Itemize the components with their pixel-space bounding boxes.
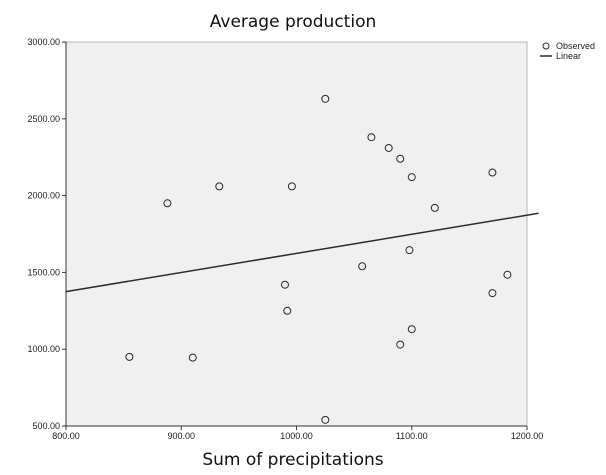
data-point	[384, 143, 393, 152]
legend-label: Linear	[556, 51, 581, 61]
y-tick-label: 2000.00	[27, 191, 60, 201]
x-tick-label: 1200.00	[511, 431, 544, 441]
data-point	[367, 133, 376, 142]
data-point	[488, 289, 497, 298]
fit-line-group	[65, 212, 539, 293]
data-point	[405, 246, 414, 255]
data-points	[125, 94, 512, 424]
data-point	[488, 168, 497, 177]
data-point	[396, 154, 405, 163]
data-point	[430, 203, 439, 212]
x-tick-label: 900.00	[167, 431, 195, 441]
y-tick-label: 1000.00	[27, 344, 60, 354]
legend-marker-observed	[542, 42, 550, 50]
data-point	[163, 199, 172, 208]
data-point	[396, 340, 405, 349]
legend-label: Observed	[556, 41, 595, 51]
y-tick-label: 3000.00	[27, 37, 60, 47]
data-point	[358, 262, 367, 271]
x-tick-label: 1100.00	[396, 431, 428, 441]
data-point	[280, 280, 289, 289]
data-point	[283, 306, 292, 315]
data-point	[287, 182, 296, 191]
chart-title: Average production	[210, 12, 377, 32]
y-tick-label: 2500.00	[27, 114, 60, 124]
data-point	[407, 325, 416, 334]
data-point	[125, 352, 134, 361]
data-point	[321, 94, 330, 103]
x-tick-label: 1000.00	[280, 431, 313, 441]
x-tick-label: 800.00	[52, 431, 80, 441]
data-point	[188, 353, 197, 362]
x-axis-label: Sum of precipitations	[202, 450, 383, 470]
y-tick-label: 500.00	[32, 421, 60, 431]
data-point	[215, 182, 224, 191]
plot-area	[65, 41, 528, 427]
data-point	[503, 270, 512, 279]
y-tick-label: 1500.00	[27, 267, 60, 277]
axes: 500.00 1000.00 1500.00 2000.00 2500.00 3000.0…	[27, 37, 543, 441]
linear-fit-line	[65, 212, 539, 293]
data-point	[321, 415, 330, 424]
data-point	[407, 173, 416, 182]
